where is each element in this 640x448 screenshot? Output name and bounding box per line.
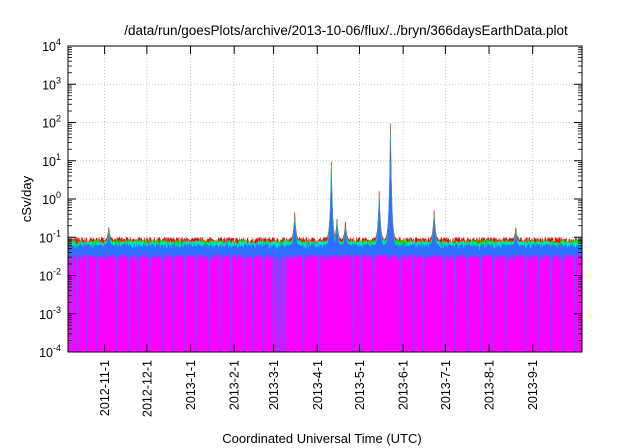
x-tick-label: 2013-7-1 [439, 360, 453, 410]
y-tick-labels: 10-4 10-3 10-2 10-1 100 101 102 103 104 [39, 37, 61, 360]
x-tick-label: 2013-1-1 [184, 360, 198, 410]
chart-title: /data/run/goesPlots/archive/2013-10-06/f… [124, 23, 568, 38]
x-tick-label: 2013-8-1 [483, 360, 497, 410]
y-tick-label: 104 [42, 37, 61, 54]
x-tick-label: 2012-11-1 [98, 360, 112, 416]
x-axis-label: Coordinated Universal Time (UTC) [222, 431, 421, 446]
x-tick-label: 2013-5-1 [353, 360, 367, 410]
y-axis-label: cSv/day [19, 175, 34, 222]
x-tick-label: 2013-4-1 [311, 360, 325, 410]
series-floor-band [68, 287, 582, 352]
y-tick-label: 102 [42, 114, 61, 131]
y-tick-label: 101 [42, 152, 61, 169]
y-tick-label: 103 [42, 75, 61, 92]
x-tick-label: 2013-2-1 [228, 360, 242, 410]
y-tick-label: 10-4 [39, 343, 61, 360]
x-tick-labels: 2012-11-1 2012-12-1 2013-1-1 2013-2-1 2013-3… [98, 360, 540, 417]
y-tick-label: 10-1 [39, 228, 61, 245]
x-tick-label: 2013-3-1 [267, 360, 281, 410]
tick-marks [68, 45, 582, 353]
x-tick-label: 2012-12-1 [140, 360, 154, 417]
y-tick-label: 100 [42, 190, 61, 207]
y-tick-label: 10-3 [39, 305, 61, 322]
series-layer [67, 123, 583, 353]
x-tick-label: 2013-9-1 [526, 360, 540, 410]
y-tick-label: 10-2 [39, 267, 61, 284]
x-tick-label: 2013-6-1 [397, 360, 411, 410]
plot-frame [67, 45, 583, 353]
